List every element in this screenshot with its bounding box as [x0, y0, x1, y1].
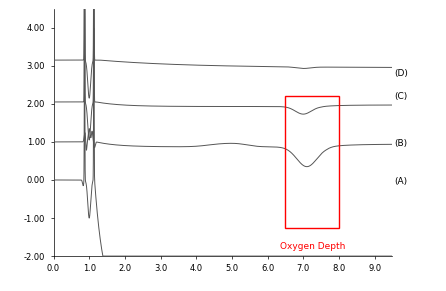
- Text: (A): (A): [394, 178, 407, 186]
- Bar: [285, 96, 339, 228]
- Text: (B): (B): [394, 139, 407, 148]
- Text: (D): (D): [394, 69, 408, 78]
- Text: (C): (C): [394, 92, 408, 101]
- Text: Oxygen Depth: Oxygen Depth: [280, 242, 345, 251]
